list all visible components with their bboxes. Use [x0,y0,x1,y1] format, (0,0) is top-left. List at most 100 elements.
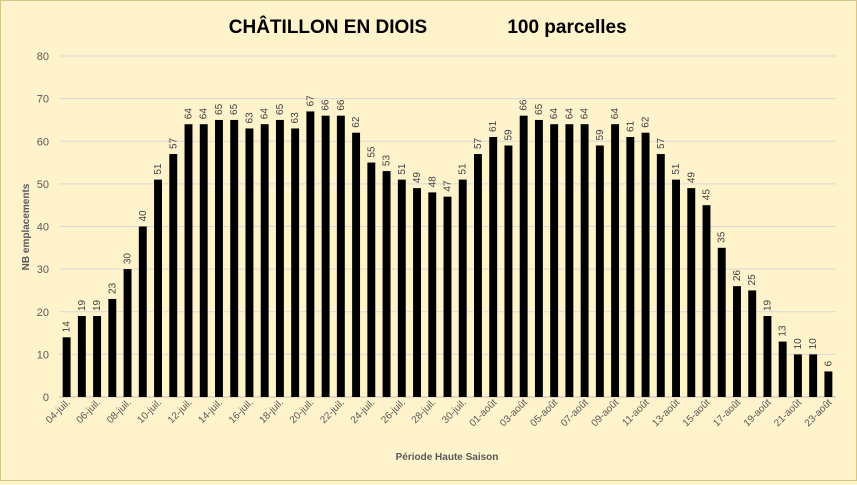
bar [550,124,559,397]
bar-value-label: 6 [823,360,834,366]
bar-value-label: 51 [397,163,408,175]
y-tick-label: 0 [43,392,49,404]
bar [413,188,421,397]
y-tick-label: 10 [37,349,49,361]
bar [275,119,284,397]
x-tick-label: 21-août [772,397,804,429]
bar [641,132,650,397]
bar-value-label: 47 [443,180,454,192]
bar-value-label: 49 [686,172,697,184]
bar-value-label: 67 [305,95,316,107]
bar-value-label: 19 [92,299,103,311]
bar [215,119,223,397]
bar [534,119,543,397]
x-tick-label: 15-août [681,397,713,429]
bar-value-label: 30 [123,253,134,265]
bar-value-label: 55 [366,146,377,158]
bar [184,124,193,397]
bar [291,128,300,397]
bar-value-label: 57 [168,137,179,149]
bar [733,286,741,397]
bar [169,154,178,397]
bar-value-label: 35 [717,231,728,243]
bars [62,111,833,398]
y-tick-label: 60 [37,136,49,148]
y-tick-label: 40 [37,222,49,234]
bar [154,179,162,397]
bar [656,154,665,397]
bar-value-label: 19 [77,299,88,311]
bar [809,354,818,397]
bar [397,179,406,397]
bar [489,136,498,398]
bar-value-label: 45 [702,189,713,201]
bar-value-label: 14 [62,321,73,333]
bar-value-label: 13 [778,325,789,337]
x-tick-label: 11-août [620,397,651,428]
x-tick-label: 05-août [529,397,561,429]
bar-value-label: 65 [534,103,545,115]
bar-value-label: 65 [229,103,240,115]
x-tick-label: 24-juil. [349,397,378,426]
bar-value-label: 64 [549,108,560,120]
x-tick-label: 28-juil. [410,397,439,426]
bar [428,192,437,397]
x-tick-label: 30-juil. [440,397,469,426]
bar [260,124,269,397]
x-tick-label: 10-juil. [136,397,165,426]
bar [336,115,345,398]
bar [443,196,452,397]
x-tick-label: 12-juil. [166,397,195,426]
y-tick-label: 70 [37,94,49,106]
bar-value-label: 62 [351,116,362,128]
x-tick-label: 22-juil. [318,397,347,426]
bar-value-label: 26 [732,270,743,282]
x-tick-label: 08-juil. [105,397,134,426]
bar [474,154,482,397]
bar [306,111,315,397]
bar [77,316,86,397]
bar [199,124,208,397]
bar [138,226,147,397]
bar-value-label: 10 [793,338,804,350]
bar-value-label: 63 [290,112,301,124]
bar-value-label: 59 [595,129,606,141]
bar-value-label: 48 [427,176,438,188]
bar-value-label: 62 [641,116,652,128]
bar-value-label: 66 [321,99,332,111]
bar [123,269,132,397]
y-tick-label: 30 [37,264,49,276]
bar [595,145,604,397]
y-axis-title: NB emplacements [21,183,32,270]
x-tick-label: 19-août [742,397,774,429]
bar [580,124,589,397]
bar [824,371,833,397]
bar-value-label: 63 [244,112,255,124]
chart-title: CHÂTILLON EN DIOIS [229,16,427,38]
bar-value-label: 59 [503,129,514,141]
x-axis-ticks: 04-juil. 06-juil. 08-juil. 10-juil. 12-juil.… [44,397,835,429]
bar-value-label: 53 [382,155,393,167]
bar [611,124,620,397]
x-tick-label: 26-juil. [379,397,408,426]
bar-value-label: 61 [625,120,636,132]
y-tick-label: 80 [37,51,49,63]
x-tick-label: 01-août [468,397,500,429]
x-tick-label: 13-août [650,397,682,429]
bar-value-label: 64 [610,108,621,120]
x-tick-label: 07-août [559,397,591,429]
bar-value-label: 19 [762,299,773,311]
x-tick-label: 20-juil. [288,397,317,426]
x-tick-label: 06-juil. [75,397,104,426]
bar-value-label: 64 [580,108,591,120]
bar-value-label: 65 [275,103,286,115]
x-tick-label: 09-août [589,397,621,429]
y-tick-label: 20 [37,307,49,319]
bar [702,205,711,397]
bar [367,162,376,397]
bar-value-label: 57 [656,137,667,149]
bar-value-label: 65 [214,103,225,115]
x-tick-label: 14-juil. [196,397,225,426]
